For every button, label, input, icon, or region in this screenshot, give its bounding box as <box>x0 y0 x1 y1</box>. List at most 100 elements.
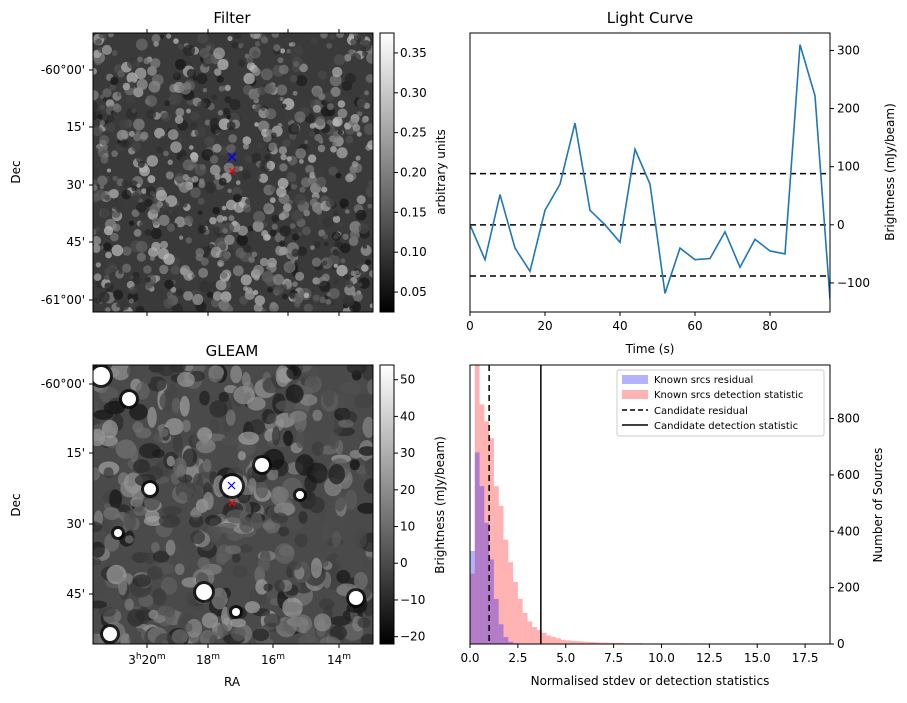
filter-ytick-label: -60°00' <box>41 63 85 77</box>
legend-residual: Known srcs residual <box>654 375 753 386</box>
gleam-ytick-label: -60°00' <box>41 377 85 391</box>
legend-detection: Known srcs detection statistic <box>654 390 803 401</box>
gleam-x-ticks: 3h20m 18m 16m 14m <box>128 644 351 667</box>
hist-bar-detection <box>523 613 528 644</box>
gleam-xtick-label: 3h20m <box>128 652 165 667</box>
lightcurve-ytick-label: 200 <box>837 102 860 116</box>
hist-bar-detection <box>556 638 561 644</box>
gleam-colorbar <box>380 365 394 644</box>
histogram-ylabel: Number of Sources <box>871 448 885 563</box>
hist-xtick-label: 0.0 <box>460 651 479 665</box>
hist-ytick-label: 200 <box>837 581 860 595</box>
hist-bar-detection <box>547 636 552 644</box>
lightcurve-xlabel: Time (s) <box>625 342 675 356</box>
hist-bar-residual <box>504 637 509 644</box>
hist-bar-residual <box>494 599 499 644</box>
filter-ytick-label: -61°00' <box>41 293 85 307</box>
hist-bar-residual <box>499 624 504 644</box>
hist-xtick-label: 10.0 <box>648 651 675 665</box>
gleam-colorbar-ticks: 50 40 30 20 10 0 −10 −20 <box>394 373 425 644</box>
gleam-source <box>232 608 240 616</box>
hist-bar-detection <box>513 582 518 644</box>
filter-cbtick-label: 0.20 <box>400 166 427 180</box>
hist-ytick-label: 800 <box>837 412 860 426</box>
hist-bar-detection <box>566 640 571 644</box>
hist-xtick-label: 12.5 <box>696 651 723 665</box>
hist-ytick-label: 600 <box>837 468 860 482</box>
gleam-source <box>296 491 304 499</box>
gleam-xtick-label: 16m <box>261 652 285 667</box>
hist-bar-detection <box>508 562 513 644</box>
lightcurve-ylabel: Brightness (mJy/beam) <box>883 103 897 241</box>
legend-swatch-detection <box>622 390 648 399</box>
gleam-cbtick-label: 40 <box>400 409 415 423</box>
filter-cbtick-label: 0.35 <box>400 46 427 60</box>
gleam-source <box>103 627 117 641</box>
hist-bar-detection <box>561 640 566 644</box>
filter-colorbar-ticks: 0.350.300.250.200.150.100.05 <box>394 46 427 299</box>
hist-xtick-label: 15.0 <box>744 651 771 665</box>
gleam-ytick-label: 45' <box>66 587 85 601</box>
gleam-xlabel: RA <box>224 675 241 689</box>
hist-bar-detection <box>504 540 509 644</box>
gleam-cbtick-label: 50 <box>400 373 415 387</box>
filter-cbtick-label: 0.10 <box>400 245 427 259</box>
filter-panel: Filter -60°00'15'30'45'-61°00' Dec 0.350… <box>9 9 448 317</box>
gleam-ylabel: Dec <box>9 493 23 516</box>
gleam-source <box>114 529 122 537</box>
histogram-left-ylabel: Brightness (mJy/beam) <box>433 436 447 574</box>
hist-xtick-label: 2.5 <box>508 651 527 665</box>
gleam-source <box>92 367 110 385</box>
filter-ytick-label: 45' <box>66 235 85 249</box>
lightcurve-line <box>470 45 830 300</box>
gleam-ytick-label: 30' <box>66 517 85 531</box>
filter-title: Filter <box>213 9 251 27</box>
legend-swatch-residual <box>622 375 648 384</box>
hist-bar-residual <box>489 559 494 644</box>
gleam-cbtick-label: −20 <box>400 630 425 644</box>
legend-cand-detection: Candidate detection statistic <box>654 421 798 432</box>
gleam-source <box>196 584 212 600</box>
lightcurve-title: Light Curve <box>607 9 693 27</box>
lightcurve-xtick-label: 80 <box>762 319 777 333</box>
gleam-cbtick-label: 20 <box>400 483 415 497</box>
filter-ytick-label: 30' <box>66 178 85 192</box>
gleam-title: GLEAM <box>206 342 259 360</box>
lightcurve-xtick-label: 60 <box>687 319 702 333</box>
gleam-source <box>349 591 363 605</box>
hist-bar-residual <box>475 452 480 644</box>
gleam-source <box>122 392 136 406</box>
filter-ytick-label: 15' <box>66 120 85 134</box>
lightcurve-ytick-label: 100 <box>837 160 860 174</box>
hist-bar-residual <box>480 486 485 644</box>
hist-bar-detection <box>527 621 532 644</box>
lightcurve-xtick-label: 40 <box>612 319 627 333</box>
hist-bar-detection <box>499 506 504 644</box>
lightcurve-xtick-label: 20 <box>537 319 552 333</box>
filter-cbtick-label: 0.30 <box>400 86 427 100</box>
gleam-cbtick-label: 0 <box>400 556 408 570</box>
gleam-xtick-label: 14m <box>327 652 351 667</box>
gleam-cbtick-label: 10 <box>400 520 415 534</box>
lightcurve-ytick-label: −100 <box>837 276 870 290</box>
hist-xtick-label: 7.5 <box>604 651 623 665</box>
filter-cbtick-label: 0.25 <box>400 126 427 140</box>
gleam-xtick-label: 18m <box>196 652 220 667</box>
lightcurve-ytick-label: 300 <box>837 43 860 57</box>
gleam-cbtick-label: 30 <box>400 446 415 460</box>
filter-y-ticks: -60°00' 15' 30' 45' -61°00' <box>41 63 93 307</box>
gleam-y-ticks: -60°00'15'30'45' <box>41 377 93 601</box>
hist-bar-detection <box>542 633 547 644</box>
hist-bar-detection <box>518 599 523 644</box>
hist-bar-detection <box>532 627 537 644</box>
hist-bar-residual <box>470 551 475 644</box>
gleam-source <box>144 483 156 495</box>
hist-xtick-label: 5.0 <box>556 651 575 665</box>
hist-ytick-label: 0 <box>837 637 845 651</box>
filter-cbtick-label: 0.05 <box>400 285 427 299</box>
gleam-cbtick-label: −10 <box>400 593 425 607</box>
